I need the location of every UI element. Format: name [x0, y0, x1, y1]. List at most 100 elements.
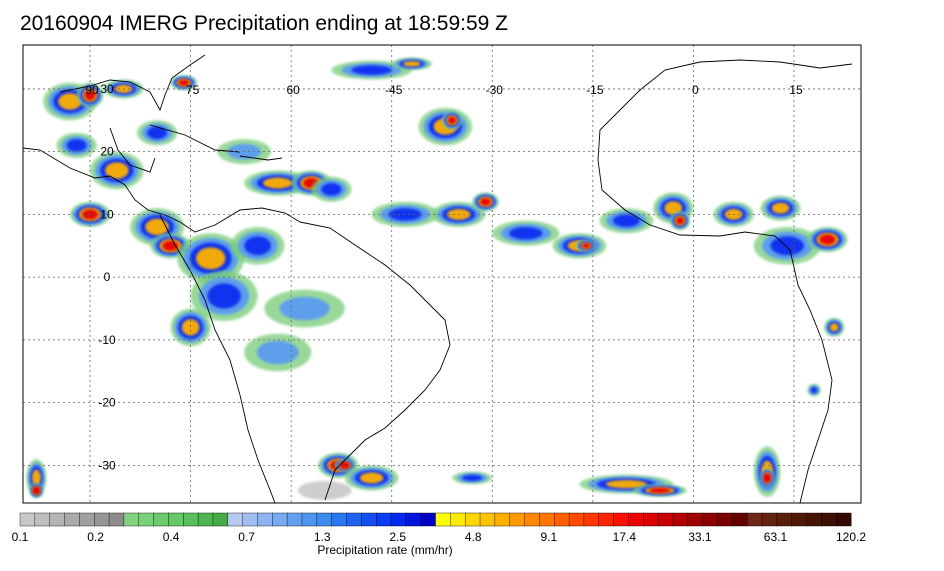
- colorbar-swatch: [687, 512, 704, 527]
- colorbar-swatch: [821, 512, 837, 527]
- coastline-north-america: [23, 147, 301, 233]
- lon-label: 90: [85, 83, 99, 97]
- colorbar-swatch: [19, 512, 36, 527]
- lat-label: -30: [98, 458, 116, 472]
- colorbar-tick-label: 63.1: [763, 530, 788, 544]
- colorbar-swatch: [554, 512, 570, 527]
- colorbar-tick-label: 2.5: [389, 530, 407, 544]
- colorbar-swatch: [524, 512, 540, 527]
- colorbar-swatch: [672, 512, 689, 527]
- precip-cell: [810, 386, 818, 394]
- colorbar-swatch: [746, 512, 763, 527]
- lon-label: 75: [186, 83, 200, 97]
- colorbar-swatch: [375, 512, 392, 527]
- precip-cell: [448, 116, 457, 125]
- precip-cell: [244, 236, 272, 256]
- coastline-hispaniola: [239, 155, 283, 161]
- colorbar-title: Precipitation rate (mm/hr): [317, 543, 453, 557]
- colorbar-swatch: [450, 512, 466, 527]
- colorbar-swatch: [153, 512, 169, 527]
- precip-cell: [33, 487, 39, 494]
- precip-cell: [279, 296, 330, 321]
- coastline-cuba: [149, 124, 241, 153]
- colorbar-swatch: [494, 512, 511, 527]
- precip-cell: [321, 183, 342, 196]
- lat-lon-grid: [23, 45, 861, 503]
- colorbar-swatch: [732, 512, 748, 527]
- colorbar-swatch: [835, 512, 852, 527]
- lat-label: 0: [104, 270, 111, 284]
- colorbar-swatch: [702, 512, 718, 527]
- colorbar-swatch: [331, 512, 347, 527]
- lat-label: -10: [98, 333, 116, 347]
- colorbar-swatch: [479, 512, 496, 527]
- colorbar-swatch: [405, 512, 422, 527]
- colorbar-swatch: [776, 512, 793, 527]
- precip-cell: [509, 226, 543, 240]
- colorbar-swatch: [257, 512, 273, 527]
- precip-cell: [612, 214, 640, 227]
- precip-cell: [147, 126, 168, 140]
- colorbar-swatch: [539, 512, 555, 527]
- precip-cell: [771, 202, 790, 214]
- colorbar-swatch: [49, 512, 66, 527]
- precip-cell: [359, 472, 384, 484]
- precip-cell: [764, 474, 770, 482]
- colorbar-swatch: [791, 512, 807, 527]
- colorbar-swatch: [123, 512, 140, 527]
- colorbar-swatch: [212, 512, 229, 527]
- colorbar-swatch: [657, 512, 674, 527]
- grid-labels: 90 75 60 -45 -30 -15 0 15 30 20 10 0 -10 -20 -30: [85, 82, 803, 472]
- colorbar-swatch: [34, 512, 51, 527]
- colorbar-tick-label: 0.1: [11, 530, 29, 544]
- colorbar-swatch: [346, 512, 362, 527]
- precip-cell: [819, 234, 836, 245]
- coastline-south-america: [159, 214, 451, 503]
- lat-label: 20: [100, 145, 114, 159]
- precip-cell: [403, 61, 421, 67]
- colorbar-swatch: [761, 512, 778, 527]
- colorbar-swatch: [509, 512, 526, 527]
- colorbar-swatch: [301, 512, 318, 527]
- precip-cell: [178, 79, 190, 86]
- colorbar-swatch: [316, 512, 333, 527]
- precip-cell: [829, 323, 839, 332]
- colorbar-swatch: [568, 512, 585, 527]
- colorbar-tick-label: 120.2: [835, 530, 867, 544]
- precip-cell: [649, 487, 671, 493]
- colorbar-swatch: [242, 512, 258, 527]
- precip-cell: [105, 162, 129, 179]
- colorbar-swatch: [420, 512, 436, 527]
- colorbar-tick-label: 0.4: [162, 530, 180, 544]
- map-title: 20160904 IMERG Precipitation ending at 1…: [20, 12, 508, 35]
- colorbar: [19, 512, 852, 527]
- colorbar-tick-label: 0.2: [87, 530, 104, 544]
- coastline-north-africa: [639, 59, 853, 91]
- coastline-yucatan: [109, 127, 156, 173]
- precip-cell: [145, 218, 169, 236]
- colorbar-tick-label: 9.1: [540, 530, 558, 544]
- lat-label: -20: [98, 396, 116, 410]
- precip-cell: [605, 480, 647, 489]
- colorbar-swatch: [613, 512, 629, 527]
- coastlines: [23, 54, 853, 503]
- lon-label: 60: [286, 83, 300, 97]
- precipitation-field: [26, 57, 848, 500]
- colorbar-swatch: [464, 512, 481, 527]
- lon-label: -45: [385, 83, 403, 97]
- colorbar-swatch: [183, 512, 199, 527]
- colorbar-swatch: [272, 512, 288, 527]
- colorbar-swatch: [643, 512, 659, 527]
- precip-cell: [32, 469, 41, 487]
- colorbar-tick-label: 1.3: [313, 530, 331, 544]
- colorbar-swatch: [390, 512, 407, 527]
- precip-cell: [770, 236, 805, 256]
- colorbar-swatch: [361, 512, 377, 527]
- coastline-west-africa: [597, 89, 833, 503]
- precip-cell: [196, 247, 226, 270]
- lon-label: -30: [486, 83, 504, 97]
- lat-label: 30: [100, 82, 114, 96]
- lon-label: -15: [586, 83, 604, 97]
- precip-cell: [462, 474, 483, 482]
- colorbar-swatch: [286, 512, 303, 527]
